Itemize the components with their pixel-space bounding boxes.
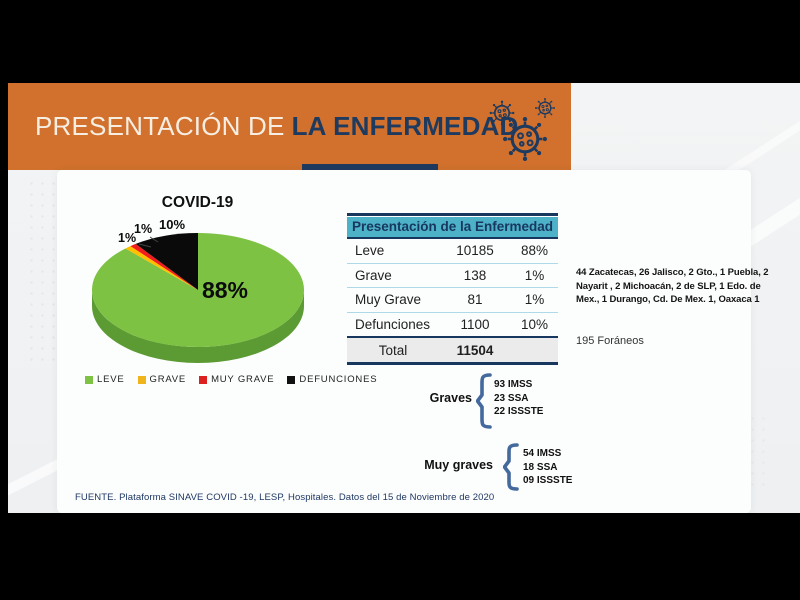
pie-slice-defunciones <box>135 233 198 290</box>
table-total-row: Total 11504 <box>347 336 558 365</box>
cell-value: 138 <box>463 267 487 283</box>
pie-chart-title: COVID-19 <box>161 194 234 211</box>
virus-icons <box>488 97 556 163</box>
legend-swatch-leve <box>85 375 93 384</box>
cell-label: Grave <box>355 267 392 283</box>
table-title: Presentación de la Enfermedad <box>347 216 558 239</box>
pie-slice-muy-grave <box>130 243 198 290</box>
legend-swatch-defunciones <box>287 375 296 384</box>
table-row: Defunciones 1100 10% <box>347 313 558 337</box>
legend-swatch-muy-grave <box>199 375 208 384</box>
source-footer: FUENTE. Plataforma SINAVE COVID -19, LES… <box>75 492 495 503</box>
header-accent-bar <box>302 164 438 171</box>
cell-label: Defunciones <box>355 316 431 332</box>
leader-line <box>138 243 152 248</box>
legend-label: DEFUNCIONES <box>299 374 378 385</box>
cell-label: Leve <box>355 243 385 259</box>
pie-label-defunciones: 10% <box>159 217 186 232</box>
foraneos-note: 195 Foráneos <box>576 335 644 347</box>
graves-item: 23 SSA <box>494 392 529 404</box>
cell-percent: 1% <box>524 267 545 283</box>
pie-3d-side <box>92 290 304 363</box>
leader-line <box>149 236 159 243</box>
brace-icon <box>476 373 492 429</box>
graves-item: 22 ISSSTE <box>494 406 544 417</box>
pie-label-muy-grave: 1% <box>134 222 153 236</box>
graves-items: 93 IMSS 23 SSA 22 ISSSTE <box>494 378 543 419</box>
muy-graves-item: 09 ISSSTE <box>523 475 573 486</box>
muy-graves-items: 54 IMSS 18 SSA 09 ISSSTE <box>523 447 572 488</box>
cell-value: 10185 <box>456 243 494 259</box>
cell-label: Muy Grave <box>355 292 422 308</box>
content-card: COVID-19 1% 1% 10% 88% LEVE GRAVE <box>57 170 769 513</box>
pie-chart <box>92 233 304 363</box>
graves-label: Graves <box>429 391 472 405</box>
table-row: Grave 138 1% <box>347 264 558 288</box>
brace-icon <box>503 443 519 491</box>
page-title-light: PRESENTACIÓN DE <box>35 111 285 141</box>
table-row: Leve 10185 88% <box>347 239 558 264</box>
pie-label-leve: 88% <box>201 277 249 303</box>
page-title: PRESENTACIÓN DE LA ENFERMEDAD <box>35 83 519 170</box>
header-band: PRESENTACIÓN DE LA ENFERMEDAD <box>8 83 571 170</box>
cell-value: 81 <box>467 292 483 308</box>
slide: PRESENTACIÓN DE LA ENFERMEDAD <box>8 83 800 513</box>
legend-item-defunciones: DEFUNCIONES <box>287 374 377 385</box>
pie-slice-grave <box>125 246 198 290</box>
legend-item-leve: LEVE <box>85 374 125 385</box>
cell-percent: 10% <box>520 316 549 332</box>
muy-graves-item: 54 IMSS <box>523 448 562 459</box>
legend-label: MUY GRAVE <box>211 374 275 385</box>
legend-item-muy-grave: MUY GRAVE <box>199 374 274 385</box>
total-value: 11504 <box>456 342 494 358</box>
total-label: Total <box>378 342 408 358</box>
page-title-bold: LA ENFERMEDAD <box>291 111 519 141</box>
graves-item: 93 IMSS <box>494 379 533 390</box>
muy-graves-label: Muy graves <box>424 458 493 472</box>
legend-swatch-grave <box>137 375 146 384</box>
pie-label-grave: 1% <box>118 231 137 245</box>
legend-label: GRAVE <box>149 374 187 385</box>
states-note: 44 Zacatecas, 26 Jalisco, 2 Gto., 1 Pueb… <box>576 267 769 305</box>
legend-item-grave: GRAVE <box>137 374 187 385</box>
cell-value: 1100 <box>460 316 490 332</box>
cell-percent: 88% <box>520 243 549 259</box>
pie-legend: LEVE GRAVE MUY GRAVE DEFUNCIONES <box>85 374 377 385</box>
data-table: Presentación de la Enfermedad Leve 10185… <box>347 213 558 365</box>
legend-label: LEVE <box>97 374 125 385</box>
muy-graves-item: 18 SSA <box>523 461 558 473</box>
cell-percent: 1% <box>524 292 545 308</box>
table-row: Muy Grave 81 1% <box>347 288 558 313</box>
